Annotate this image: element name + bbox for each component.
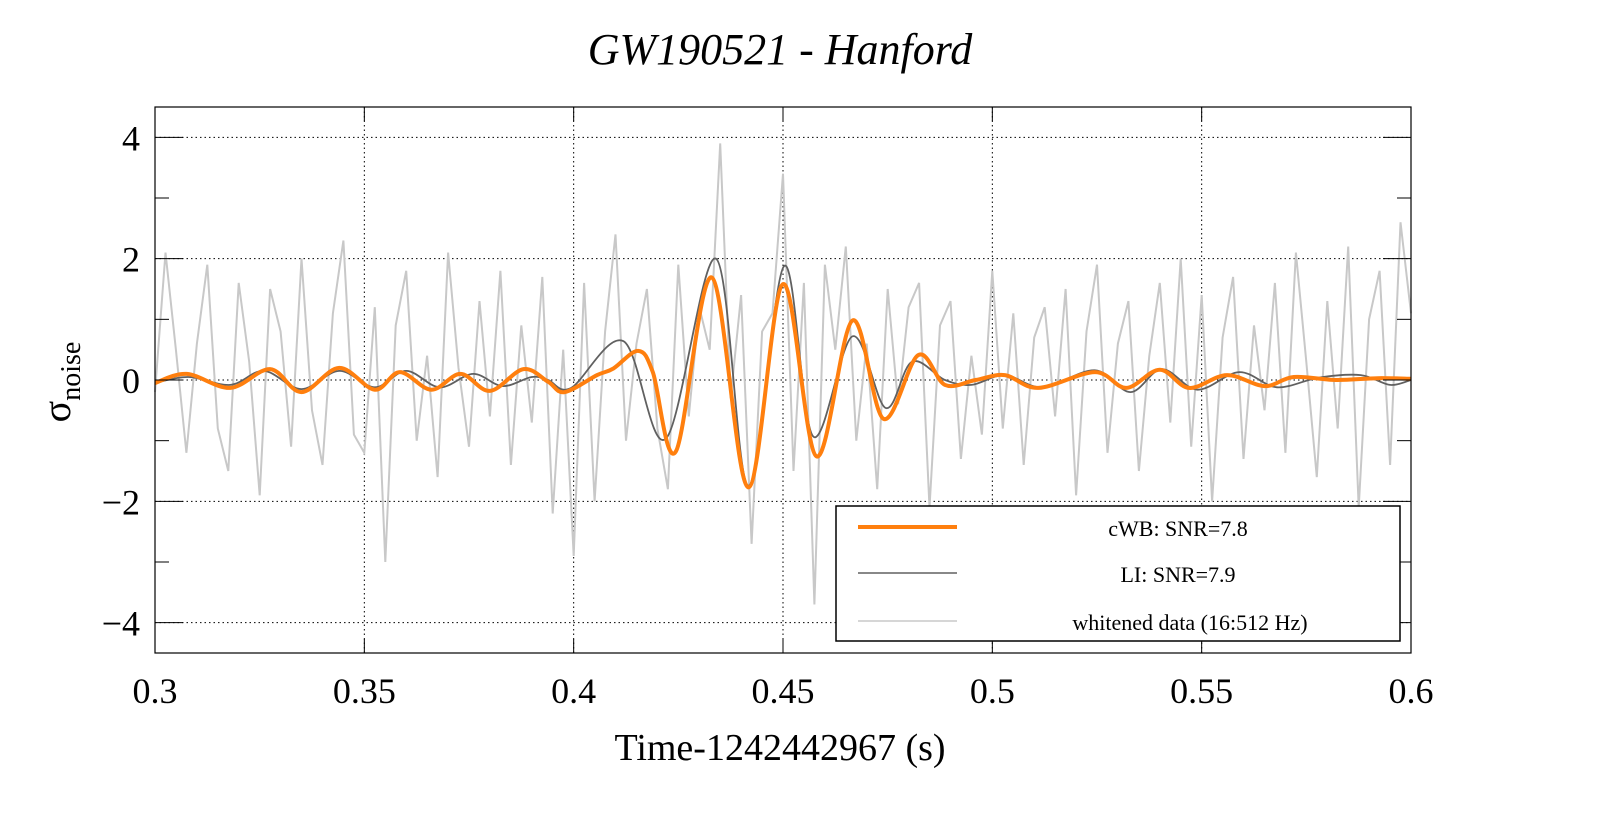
y-tick-label: −2 [102, 482, 140, 522]
legend-label-whitened: whitened data (16:512 Hz) [1072, 610, 1307, 635]
x-tick-label: 0.5 [970, 671, 1015, 711]
x-tick-label: 0.6 [1389, 671, 1434, 711]
x-tick-label: 0.45 [752, 671, 815, 711]
x-axis-label: Time-1242442967 (s) [614, 727, 945, 769]
series-cwb [154, 275, 1412, 490]
y-tick-label: −4 [102, 604, 140, 644]
x-tick-label: 0.3 [133, 671, 178, 711]
series-layer [154, 143, 1412, 605]
y-tick-label: 4 [122, 118, 140, 158]
legend-label-li: LI: SNR=7.9 [1120, 562, 1235, 587]
y-axis-label-symbol: σ [34, 401, 79, 423]
x-tick-label: 0.35 [333, 671, 396, 711]
svg-text:σnoise: σnoise [34, 342, 87, 423]
ticks: 0.3 0.35 0.4 0.45 0.5 0.55 0.6 −4 −2 0 2 4 [102, 107, 1434, 711]
y-axis-label-subscript: noise [56, 342, 87, 401]
legend: cWB: SNR=7.8 LI: SNR=7.9 whitened data (… [835, 505, 1401, 642]
legend-label-cwb: cWB: SNR=7.8 [1108, 516, 1248, 541]
x-tick-label: 0.4 [551, 671, 596, 711]
series-whitened-data [154, 143, 1412, 605]
chart-title: GW190521 - Hanford [588, 25, 974, 74]
y-tick-label: 2 [122, 240, 140, 280]
y-tick-label: 0 [122, 361, 140, 401]
y-axis-label: σnoise [34, 342, 87, 423]
x-tick-label: 0.55 [1170, 671, 1233, 711]
